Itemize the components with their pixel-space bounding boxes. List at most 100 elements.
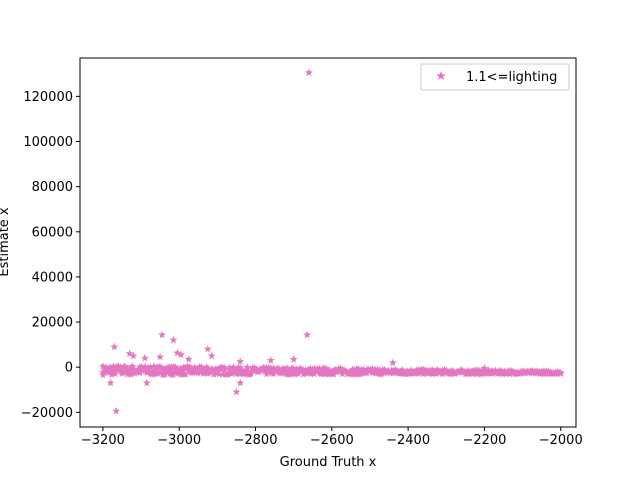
data-point — [156, 352, 165, 361]
data-point — [551, 368, 560, 377]
legend-star-icon — [436, 71, 446, 81]
data-point — [377, 370, 385, 378]
y-axis-label: Estimate x — [0, 207, 12, 277]
x-tick-label: −2800 — [234, 433, 278, 448]
data-point — [203, 344, 212, 353]
data-point — [208, 364, 216, 373]
y-tick-label: 120000 — [23, 90, 73, 105]
data-points — [99, 68, 565, 415]
data-point — [151, 366, 160, 375]
legend-marker — [436, 71, 446, 81]
x-tick-label: −2400 — [386, 433, 430, 448]
data-point — [178, 366, 186, 374]
data-point — [480, 364, 489, 372]
data-point — [207, 351, 216, 360]
data-point — [106, 378, 115, 387]
data-point — [110, 342, 119, 351]
legend-box — [420, 63, 570, 91]
data-point — [169, 335, 178, 344]
data-point — [238, 366, 246, 374]
data-point — [218, 370, 227, 378]
data-point — [304, 68, 313, 77]
data-point — [125, 349, 134, 358]
data-point — [173, 348, 182, 357]
data-point — [283, 364, 292, 372]
data-point — [142, 378, 151, 387]
data-point — [460, 367, 468, 375]
y-tick-label: 100000 — [23, 135, 73, 150]
data-point — [388, 358, 397, 367]
x-tick-label: −3000 — [157, 433, 201, 448]
data-point — [303, 330, 312, 339]
legend-label: 1.1<=lighting — [466, 70, 557, 85]
data-point — [528, 369, 537, 377]
data-point — [405, 369, 414, 378]
data-point — [291, 370, 299, 378]
data-point — [231, 364, 239, 373]
data-point — [146, 363, 155, 371]
data-point — [99, 362, 107, 370]
data-point — [140, 353, 149, 362]
data-point — [481, 368, 489, 376]
y-axis-ticks: −20000 0 20000 40000 60000 80000 100000 120000 — [21, 90, 80, 421]
y-tick-label: 0 — [65, 361, 73, 376]
y-tick-label: 80000 — [32, 180, 73, 195]
data-point — [220, 363, 229, 371]
y-tick-label: 60000 — [32, 225, 73, 240]
data-point — [194, 369, 202, 377]
data-point — [268, 368, 276, 377]
data-point — [250, 363, 259, 371]
plot-frame — [79, 57, 577, 428]
data-point — [129, 351, 138, 360]
x-tick-label: −2600 — [310, 433, 354, 448]
x-tick-label: −2000 — [539, 433, 583, 448]
data-point — [181, 370, 190, 378]
data-point — [100, 369, 109, 377]
data-point — [201, 364, 209, 372]
data-point — [109, 362, 118, 370]
data-point — [174, 369, 183, 377]
data-point — [458, 366, 466, 374]
data-point — [106, 363, 114, 371]
y-tick-label: −20000 — [21, 406, 73, 421]
data-point — [243, 363, 252, 371]
data-point — [129, 364, 137, 373]
data-point — [157, 364, 165, 372]
data-point — [236, 357, 245, 365]
x-tick-label: −3200 — [81, 433, 125, 448]
data-point — [280, 365, 289, 374]
data-point — [438, 370, 447, 378]
data-point — [336, 366, 345, 375]
data-point — [169, 370, 178, 378]
data-point — [184, 355, 193, 363]
data-point — [356, 370, 364, 378]
data-point — [232, 387, 241, 396]
data-point — [129, 362, 137, 370]
data-point — [144, 367, 153, 375]
data-point — [177, 350, 186, 359]
data-point — [167, 366, 176, 374]
data-point — [285, 365, 294, 374]
data-point — [419, 369, 428, 378]
data-point — [225, 363, 234, 371]
y-tick-label: 40000 — [32, 270, 73, 285]
data-point — [313, 365, 322, 374]
data-point — [322, 364, 331, 372]
data-point — [354, 364, 363, 372]
data-point — [282, 368, 290, 376]
data-point — [112, 407, 121, 415]
data-point — [266, 356, 275, 364]
data-point — [352, 368, 361, 376]
data-point — [215, 370, 223, 378]
data-point — [232, 370, 241, 378]
data-point — [116, 363, 125, 371]
data-point — [153, 369, 162, 377]
data-point — [285, 370, 294, 378]
data-point — [164, 368, 172, 377]
data-point — [107, 370, 116, 378]
data-point — [299, 370, 308, 378]
data-point — [556, 368, 565, 377]
data-point — [484, 366, 493, 374]
x-axis-ticks: −3200 −3000 −2800 −2600 −2400 −2200 −2000 — [81, 427, 583, 448]
